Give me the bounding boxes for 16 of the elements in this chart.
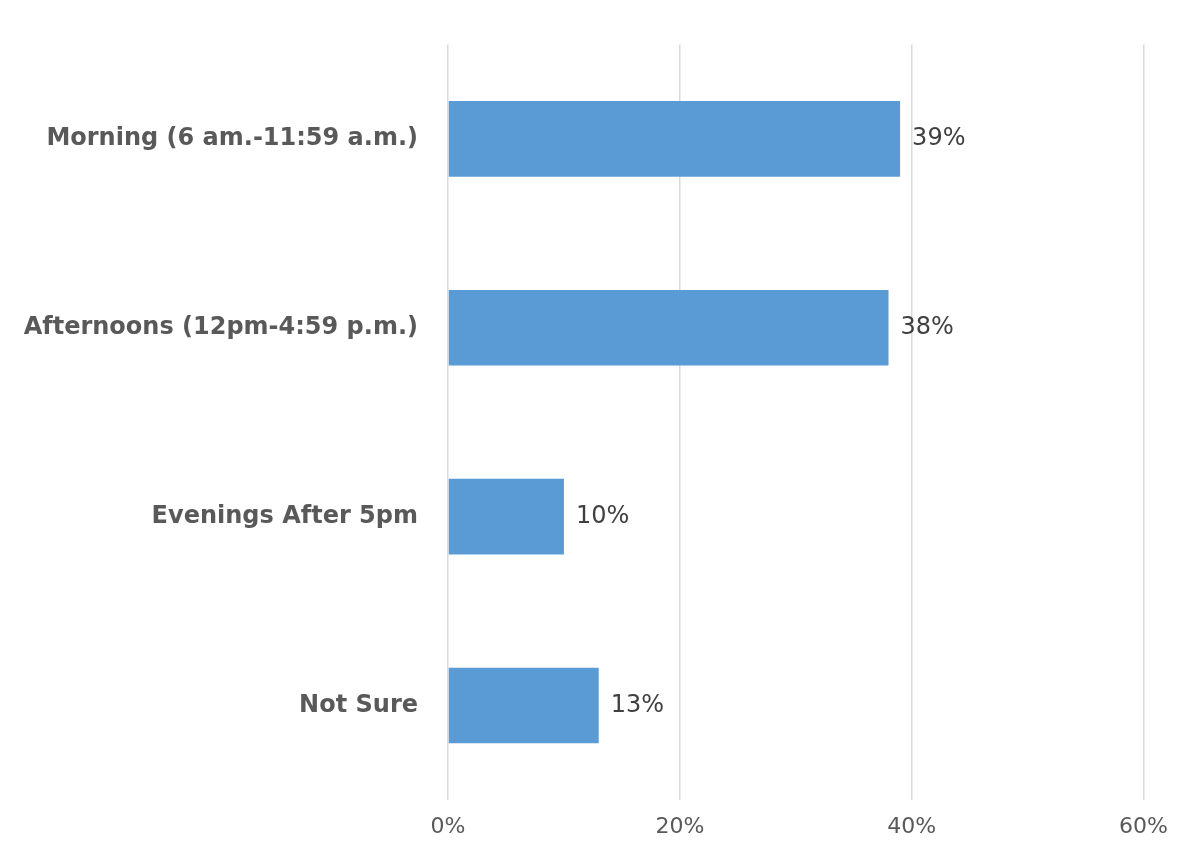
y-tick-label: Morning (6 am.-11:59 a.m.) bbox=[46, 123, 418, 152]
x-tick-label: 20% bbox=[655, 812, 705, 838]
bar bbox=[448, 101, 901, 177]
y-tick-label: Afternoons (12pm-4:59 p.m.) bbox=[23, 311, 418, 340]
x-tick-label: 0% bbox=[430, 812, 466, 838]
data-label: 38% bbox=[900, 311, 954, 340]
data-label: 39% bbox=[912, 123, 966, 152]
y-tick-label: Evenings After 5pm bbox=[151, 500, 418, 529]
data-label: 13% bbox=[610, 689, 665, 718]
x-tick-label: 40% bbox=[887, 812, 937, 838]
bar bbox=[448, 667, 599, 744]
data-label: 10% bbox=[575, 500, 630, 529]
bar bbox=[448, 289, 889, 366]
x-tick-label: 60% bbox=[1119, 812, 1168, 838]
y-tick-label: Not Sure bbox=[299, 689, 418, 718]
bar bbox=[448, 478, 564, 555]
